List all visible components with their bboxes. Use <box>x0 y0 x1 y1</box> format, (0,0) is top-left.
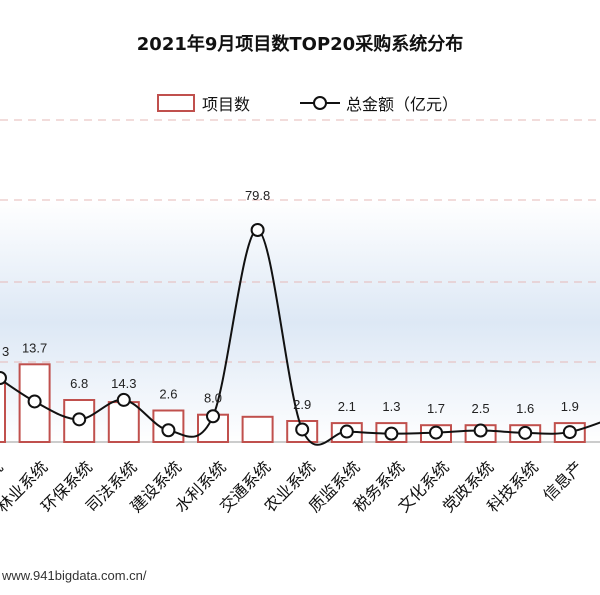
data-label-4: 2.6 <box>159 387 177 402</box>
legend-swatch-amount-marker <box>313 96 327 110</box>
bar-6 <box>241 415 274 443</box>
marker-8 <box>339 424 354 439</box>
data-label-1: 13.7 <box>22 340 47 355</box>
marker-7 <box>295 422 310 437</box>
marker-4 <box>161 423 176 438</box>
marker-9 <box>384 426 399 441</box>
data-label-5: 8.0 <box>204 391 222 406</box>
data-label-13: 1.9 <box>561 399 579 414</box>
marker-10 <box>429 425 443 440</box>
bar-2 <box>63 399 96 443</box>
source-url: www.941bigdata.com.cn/ <box>1 568 147 583</box>
data-label-0: 3 <box>2 344 9 359</box>
data-label-12: 1.6 <box>516 401 534 416</box>
chart-title: 2021年9月项目数TOP20采购系统分布 <box>137 33 463 55</box>
marker-5 <box>206 409 220 424</box>
amount-line <box>0 229 600 446</box>
amount-markers <box>0 223 577 441</box>
marker-0 <box>0 371 7 385</box>
marker-13 <box>562 425 577 440</box>
data-label-3: 14.3 <box>111 376 136 391</box>
data-label-2: 6.8 <box>70 376 88 391</box>
bar-3 <box>107 401 140 444</box>
bar-0 <box>0 378 6 443</box>
marker-6 <box>250 223 265 237</box>
data-label-7: 2.9 <box>293 397 311 412</box>
data-label-11: 2.5 <box>472 401 490 416</box>
data-labels: 3 13.7 6.8 14.3 2.6 8.0 79.8 2.9 2.1 1.3 1.7 2.5 1.6… <box>2 188 579 416</box>
data-label-6: 79.8 <box>245 188 270 203</box>
data-label-8: 2.1 <box>338 399 356 414</box>
legend: 项目数 总金额（亿元） <box>157 94 458 114</box>
x-tick-13: 信息产 <box>539 457 586 504</box>
legend-label-amount: 总金额（亿元） <box>346 95 458 114</box>
x-tick-labels: 安系统林业系统环保系统司法系统建设系统水利系统交通系统农业系统质监系统税务系统文… <box>0 457 587 516</box>
data-label-10: 1.7 <box>427 401 445 416</box>
data-label-9: 1.3 <box>382 399 400 414</box>
marker-2 <box>72 412 87 427</box>
plot-band <box>0 200 600 445</box>
marker-12 <box>518 425 533 440</box>
marker-11 <box>473 423 488 438</box>
marker-3 <box>116 392 131 407</box>
legend-label-projects: 项目数 <box>202 95 250 114</box>
marker-1 <box>27 394 42 409</box>
legend-swatch-projects <box>157 94 195 112</box>
